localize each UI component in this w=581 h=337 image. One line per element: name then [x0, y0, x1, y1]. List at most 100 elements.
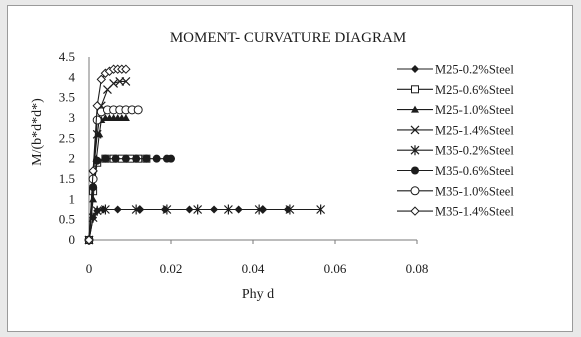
- legend-item-m35-1-0-steel: M35-1.0%Steel: [397, 184, 514, 198]
- data-point: [121, 114, 130, 121]
- plot-area: [84, 64, 326, 245]
- marker-shape: [92, 115, 102, 125]
- data-point: [92, 101, 102, 111]
- legend-marker: [410, 125, 420, 135]
- y-tick-label: 0: [69, 232, 76, 247]
- y-tick-label: 1.5: [59, 171, 75, 186]
- legend-item-m25-0-6-steel: M25-0.6%Steel: [397, 83, 514, 97]
- data-point: [285, 204, 295, 215]
- marker-shape: [410, 125, 420, 135]
- legend-item-m25-0-2-steel: M25-0.2%Steel: [397, 63, 514, 77]
- data-point: [92, 205, 102, 216]
- data-point: [152, 154, 161, 163]
- marker-shape: [121, 154, 130, 163]
- legend-marker: [411, 105, 419, 113]
- x-axis-label: Phy d: [242, 287, 274, 302]
- marker-shape: [92, 205, 102, 216]
- marker-shape: [92, 129, 102, 139]
- marker-shape: [92, 101, 102, 111]
- y-tick-label: 4.5: [59, 49, 75, 64]
- y-tick-label: 2: [69, 151, 76, 166]
- x-tick-label: 0.02: [160, 261, 183, 276]
- marker-shape: [121, 76, 131, 86]
- marker-shape: [411, 166, 419, 175]
- y-axis-label: M/(b*d*d*): [30, 98, 45, 166]
- data-point: [93, 156, 102, 165]
- data-point: [131, 204, 141, 215]
- marker-shape: [193, 204, 203, 215]
- legend-item-m35-1-4-steel: M35-1.4%Steel: [397, 205, 514, 219]
- marker-shape: [223, 204, 233, 215]
- legend-marker: [411, 65, 419, 73]
- data-point: [162, 204, 172, 215]
- data-point: [92, 115, 102, 125]
- x-tick-label: 0.06: [324, 261, 347, 276]
- data-point: [132, 154, 141, 163]
- y-tick-label: 2.5: [59, 130, 75, 145]
- series-m35-1-4-steel: [84, 64, 131, 245]
- marker-shape: [411, 105, 419, 113]
- data-point: [254, 204, 264, 215]
- data-point: [133, 105, 143, 115]
- legend-item-m35-0-2-steel: M35-0.2%Steel: [397, 144, 514, 158]
- marker-shape: [100, 204, 110, 215]
- data-point: [100, 204, 110, 215]
- marker-shape: [152, 154, 161, 163]
- marker-shape: [410, 145, 420, 156]
- legend-item-m35-0-6-steel: M35-0.6%Steel: [397, 164, 514, 178]
- marker-shape: [88, 166, 98, 176]
- marker-shape: [89, 195, 98, 203]
- data-point: [223, 204, 233, 215]
- data-point: [109, 79, 119, 88]
- data-point: [111, 154, 120, 163]
- marker-shape: [109, 79, 119, 88]
- legend-marker: [411, 166, 419, 175]
- marker-shape: [111, 154, 120, 163]
- x-tick-label: 0.04: [242, 261, 265, 276]
- data-point: [96, 74, 107, 85]
- legend-label: M35-0.6%Steel: [435, 164, 514, 178]
- marker-shape: [162, 204, 172, 215]
- data-point: [101, 154, 110, 163]
- marker-shape: [96, 74, 107, 85]
- marker-shape: [316, 204, 326, 215]
- data-point: [167, 154, 175, 163]
- marker-shape: [93, 156, 102, 165]
- legend-label: M25-0.2%Steel: [435, 63, 514, 77]
- chart-title: MOMENT- CURVATURE DIAGRAM: [170, 30, 406, 46]
- y-tick-label: 3.5: [59, 90, 75, 105]
- legend-label: M35-1.4%Steel: [435, 205, 514, 219]
- marker-shape: [101, 154, 110, 163]
- data-point: [316, 204, 326, 215]
- marker-shape: [131, 204, 141, 215]
- marker-shape: [142, 154, 151, 163]
- marker-shape: [121, 64, 131, 74]
- series-line: [88, 208, 321, 241]
- y-tick-label: 3: [69, 110, 76, 125]
- chart-frame: [7, 5, 573, 332]
- y-tick-label: 0.5: [59, 212, 75, 227]
- marker-shape: [285, 204, 295, 215]
- data-point: [142, 154, 151, 163]
- legend-item-m25-1-0-steel: M25-1.0%Steel: [397, 103, 514, 117]
- series-line: [88, 158, 171, 241]
- x-tick-label: 0.08: [406, 261, 429, 276]
- marker-shape: [121, 114, 130, 121]
- legend-label: M25-1.0%Steel: [435, 103, 514, 117]
- legend-label: M25-0.6%Steel: [435, 83, 514, 97]
- series-m35-0-6-steel: [85, 154, 175, 244]
- data-point: [92, 129, 102, 139]
- y-tick-label: 1: [69, 191, 76, 206]
- legend-marker: [411, 85, 419, 94]
- series-m35-0-2-steel: [84, 204, 326, 245]
- data-point: [121, 154, 130, 163]
- axes: 0 0.02 0.04 0.06 0.08 0 0.5 1 1.5 2 2.5 3 3.5 4 4.5: [59, 49, 429, 276]
- data-point: [121, 64, 131, 74]
- series-line: [88, 208, 288, 241]
- data-point: [84, 235, 94, 245]
- legend-item-m25-1-4-steel: M25-1.4%Steel: [397, 123, 514, 137]
- marker-shape: [132, 154, 141, 163]
- marker-shape: [167, 154, 175, 163]
- marker-shape: [133, 105, 143, 115]
